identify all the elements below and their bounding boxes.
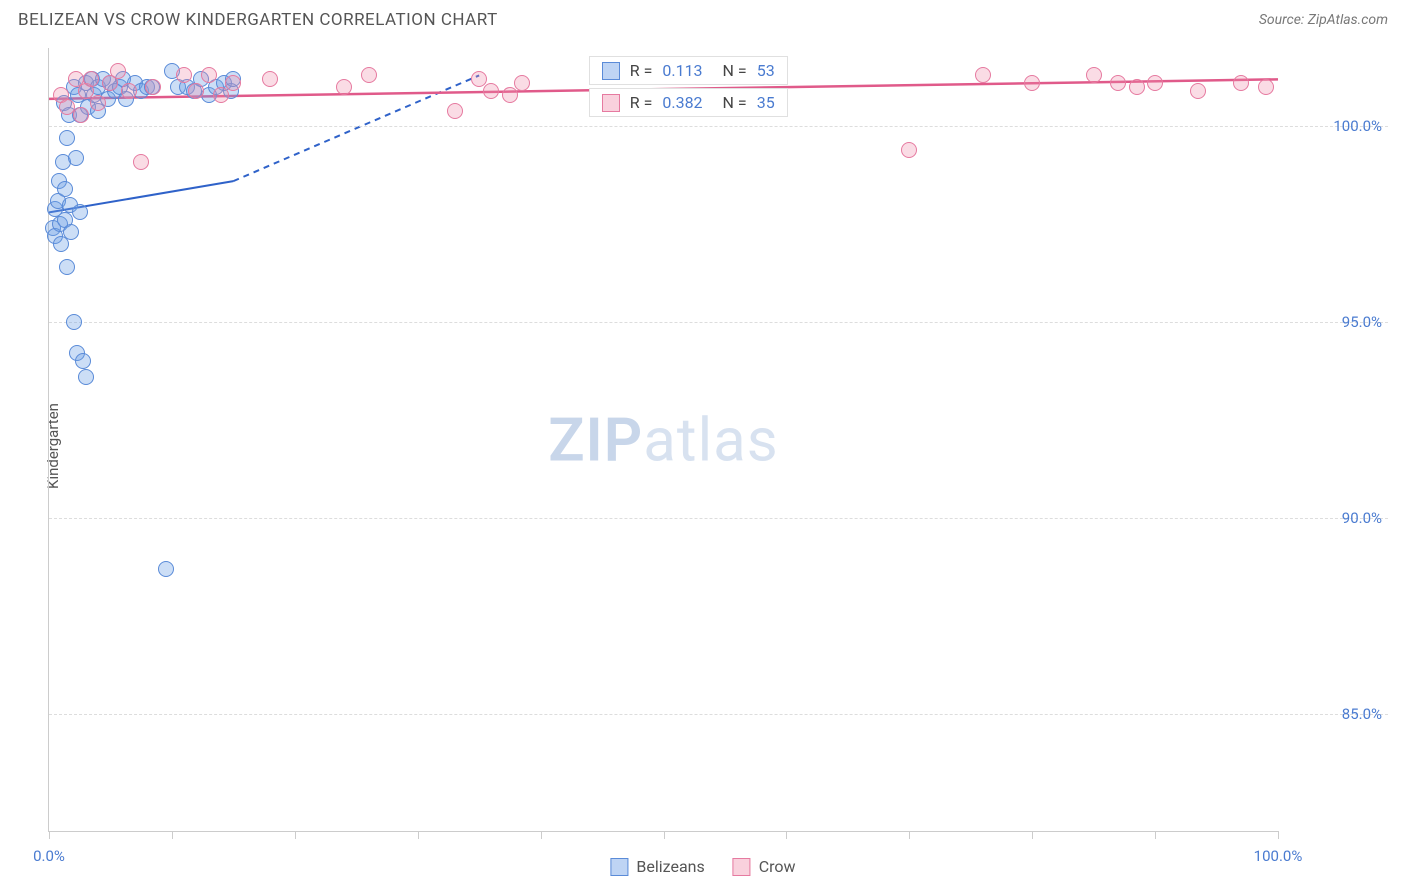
swatch-pink (733, 858, 751, 876)
x-tick (786, 831, 787, 839)
plot-region: ZIPatlas 85.0%90.0%95.0%100.0%0.0%100.0% (48, 48, 1278, 832)
x-tick-label: 0.0% (33, 847, 65, 865)
data-point (75, 353, 91, 369)
y-tick-label: 100.0% (1333, 117, 1382, 135)
gridline-h (49, 518, 1388, 519)
data-point (225, 75, 241, 91)
data-point (514, 75, 530, 91)
data-point (176, 67, 192, 83)
data-point (59, 259, 75, 275)
data-point (262, 71, 278, 87)
legend-item-belizeans: Belizeans (610, 857, 704, 876)
data-point (90, 95, 106, 111)
data-point (213, 87, 229, 103)
x-tick (1155, 831, 1156, 839)
y-tick-label: 85.0% (1342, 705, 1382, 723)
source-label: Source: ZipAtlas.com (1259, 12, 1388, 28)
data-point (1024, 75, 1040, 91)
data-point (1190, 83, 1206, 99)
data-point (78, 369, 94, 385)
data-point (502, 87, 518, 103)
watermark: ZIPatlas (548, 404, 779, 475)
x-tick (1278, 831, 1279, 839)
data-point (336, 79, 352, 95)
data-point (121, 83, 137, 99)
stats-n-val: 35 (757, 93, 775, 112)
data-point (201, 67, 217, 83)
data-point (57, 181, 73, 197)
legend-label: Belizeans (636, 857, 704, 876)
stats-box: R = 0.382 N = 35 (589, 88, 788, 117)
data-point (1147, 75, 1163, 91)
gridline-h (49, 126, 1388, 127)
y-tick-label: 95.0% (1342, 313, 1382, 331)
data-point (447, 103, 463, 119)
stats-box: R = 0.113 N = 53 (589, 56, 788, 85)
x-tick (909, 831, 910, 839)
x-tick (172, 831, 173, 839)
x-tick (418, 831, 419, 839)
stats-n-key: N = (723, 93, 747, 112)
gridline-h (49, 714, 1388, 715)
data-point (483, 83, 499, 99)
data-point (83, 71, 99, 87)
data-point (73, 107, 89, 123)
chart-area: ZIPatlas 85.0%90.0%95.0%100.0%0.0%100.0% (48, 48, 1388, 832)
data-point (66, 314, 82, 330)
data-point (145, 79, 161, 95)
data-point (1233, 75, 1249, 91)
legend-item-crow: Crow (733, 857, 796, 876)
data-point (188, 83, 204, 99)
stats-r-key: R = (630, 61, 653, 80)
stats-swatch (602, 94, 620, 112)
data-point (901, 142, 917, 158)
chart-title: BELIZEAN VS CROW KINDERGARTEN CORRELATIO… (18, 10, 498, 30)
data-point (158, 561, 174, 577)
x-tick (541, 831, 542, 839)
stats-n-key: N = (723, 61, 747, 80)
data-point (59, 130, 75, 146)
x-tick-label: 100.0% (1254, 847, 1303, 865)
x-tick (1032, 831, 1033, 839)
stats-r-key: R = (630, 93, 653, 112)
stats-swatch (602, 62, 620, 80)
stats-r-val: 0.382 (662, 93, 702, 112)
data-point (63, 224, 79, 240)
x-tick (295, 831, 296, 839)
data-point (133, 154, 149, 170)
data-point (1086, 67, 1102, 83)
gridline-h (49, 322, 1388, 323)
x-tick (49, 831, 50, 839)
data-point (68, 150, 84, 166)
legend-label: Crow (759, 857, 796, 876)
stats-r-val: 0.113 (662, 61, 702, 80)
data-point (72, 204, 88, 220)
data-point (1129, 79, 1145, 95)
data-point (361, 67, 377, 83)
data-point (975, 67, 991, 83)
data-point (110, 63, 126, 79)
data-point (1258, 79, 1274, 95)
stats-n-val: 53 (757, 61, 775, 80)
x-tick (664, 831, 665, 839)
swatch-blue (610, 858, 628, 876)
bottom-legend: Belizeans Crow (610, 857, 795, 876)
y-tick-label: 90.0% (1342, 509, 1382, 527)
data-point (1110, 75, 1126, 91)
